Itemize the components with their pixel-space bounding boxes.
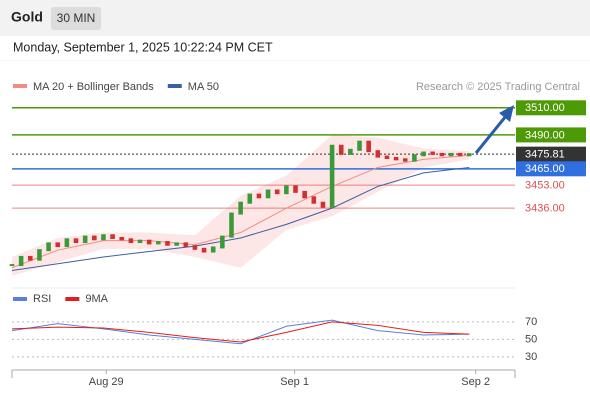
legend-swatch xyxy=(65,297,80,301)
separator xyxy=(0,60,590,61)
candle xyxy=(421,151,426,157)
candle xyxy=(393,156,399,161)
candle xyxy=(457,152,463,157)
y-tick-label: 30 xyxy=(525,351,537,363)
candle xyxy=(174,242,179,246)
candle xyxy=(46,242,51,252)
legend-label: MA 50 xyxy=(188,81,219,93)
level-label: 3475.81 xyxy=(525,149,565,161)
candle xyxy=(128,238,134,244)
candle xyxy=(412,154,417,162)
legend-label: MA 20 + Bollinger Bands xyxy=(33,81,154,93)
candle xyxy=(375,150,381,158)
candle xyxy=(220,235,225,249)
level-label: 3453.00 xyxy=(525,179,565,191)
candle xyxy=(119,236,125,241)
forecast-arrowhead xyxy=(499,105,514,122)
series-line xyxy=(11,154,470,269)
series-line xyxy=(11,319,470,345)
candle xyxy=(247,193,253,204)
candle xyxy=(293,185,298,193)
candle xyxy=(284,185,289,195)
candle xyxy=(466,153,472,157)
candle xyxy=(165,241,170,246)
legend-swatch xyxy=(167,84,182,88)
candle xyxy=(18,255,24,267)
candle xyxy=(320,201,326,208)
y-tick-label: 50 xyxy=(525,333,537,345)
candle xyxy=(37,249,42,261)
timestamp: Monday, September 1, 2025 10:22:24 PM CE… xyxy=(13,40,273,54)
candle xyxy=(384,155,390,159)
candle xyxy=(183,242,189,248)
level-label: 3510.00 xyxy=(525,102,565,114)
level-box xyxy=(516,161,586,177)
candle xyxy=(192,245,198,250)
x-tick-label: Sep 1 xyxy=(280,376,309,388)
candle xyxy=(28,255,33,261)
x-tick-label: Sep 2 xyxy=(461,376,490,388)
legend-swatch xyxy=(13,297,27,301)
series-line xyxy=(11,166,470,272)
level-box xyxy=(516,146,586,162)
candle xyxy=(430,151,435,155)
candle xyxy=(274,189,280,195)
candle xyxy=(9,264,15,267)
level-box xyxy=(516,127,586,143)
x-tick-label: Aug 29 xyxy=(89,376,124,388)
candle xyxy=(64,238,70,248)
candle xyxy=(357,140,362,151)
level-label: 3436.00 xyxy=(525,203,565,215)
candle xyxy=(55,242,61,248)
candle xyxy=(73,238,79,244)
candle xyxy=(366,140,371,153)
candle xyxy=(137,239,143,244)
timeframe: 30 MIN xyxy=(57,11,96,25)
candle xyxy=(439,152,445,157)
plot: MA 20 + Bollinger Bands MA 50 Research © 2… xyxy=(9,81,586,388)
y-tick-label: 70 xyxy=(525,316,537,328)
candle xyxy=(210,246,216,253)
legend-label: 9MA xyxy=(85,293,108,305)
candle xyxy=(256,193,262,199)
candle xyxy=(156,241,161,245)
level-box xyxy=(516,100,586,116)
candle xyxy=(146,239,152,245)
candle xyxy=(238,201,243,215)
candle xyxy=(92,235,97,241)
legend-label: RSI xyxy=(33,293,51,305)
series-line xyxy=(11,321,470,343)
level-label: 3465.00 xyxy=(525,163,565,175)
source: Research © 2025 Trading Central xyxy=(416,81,580,93)
candle xyxy=(448,152,454,157)
legend-swatch xyxy=(13,84,27,88)
candle xyxy=(302,190,307,199)
candle xyxy=(82,235,88,244)
candle xyxy=(338,144,344,155)
candle xyxy=(311,196,317,204)
candle xyxy=(201,247,207,253)
forecast-arrow xyxy=(474,115,508,154)
candle xyxy=(329,144,335,208)
candle xyxy=(265,189,271,199)
symbol: Gold xyxy=(11,9,43,25)
candle xyxy=(101,234,106,241)
candle xyxy=(110,234,115,239)
candle xyxy=(348,148,353,155)
level-label: 3490.00 xyxy=(525,129,565,141)
timeframe-button[interactable] xyxy=(51,7,101,30)
candle xyxy=(229,212,234,238)
candle xyxy=(402,158,408,162)
